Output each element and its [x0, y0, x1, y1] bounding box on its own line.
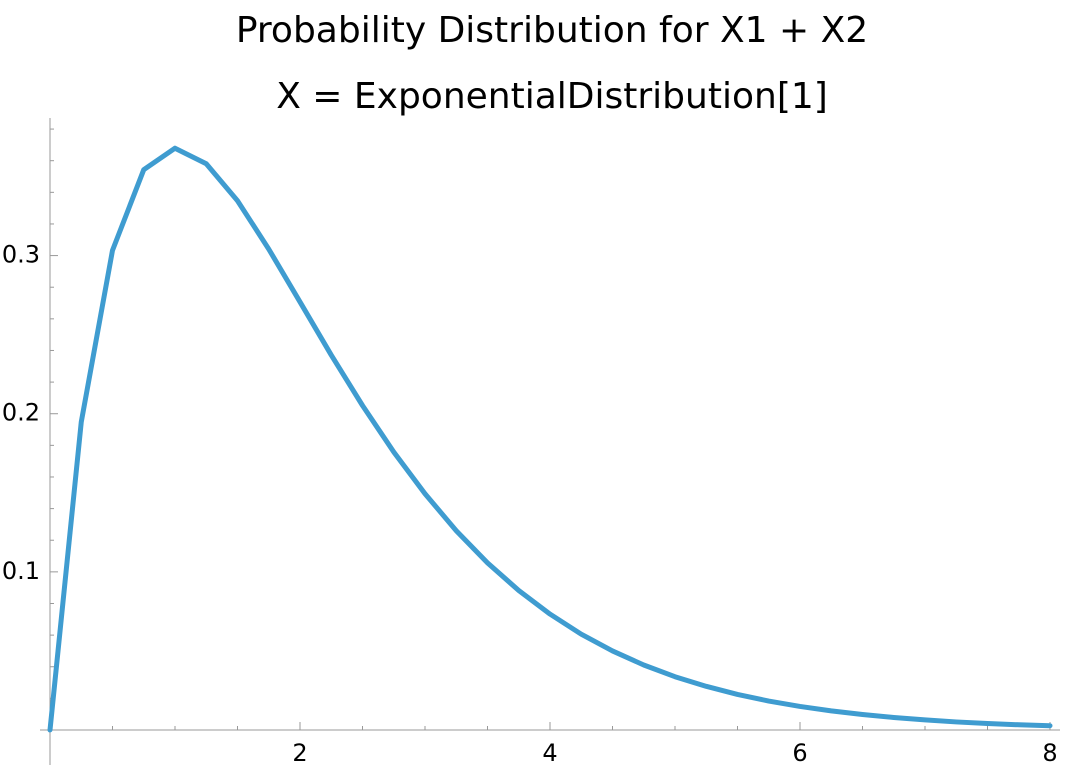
chart-subtitle: X = ExponentialDistribution[1]	[276, 76, 828, 117]
x-tick-label: 6	[792, 739, 807, 767]
y-tick-label: 0.1	[2, 557, 40, 585]
x-tick-label: 8	[1042, 739, 1057, 767]
y-tick-label: 0.2	[2, 399, 40, 427]
y-tick-label: 0.3	[2, 241, 40, 269]
x-tick-label: 2	[292, 739, 307, 767]
chart-title: Probability Distribution for X1 + X2	[236, 10, 868, 51]
x-tick-label: 4	[542, 739, 557, 767]
data-line	[47, 145, 1053, 733]
